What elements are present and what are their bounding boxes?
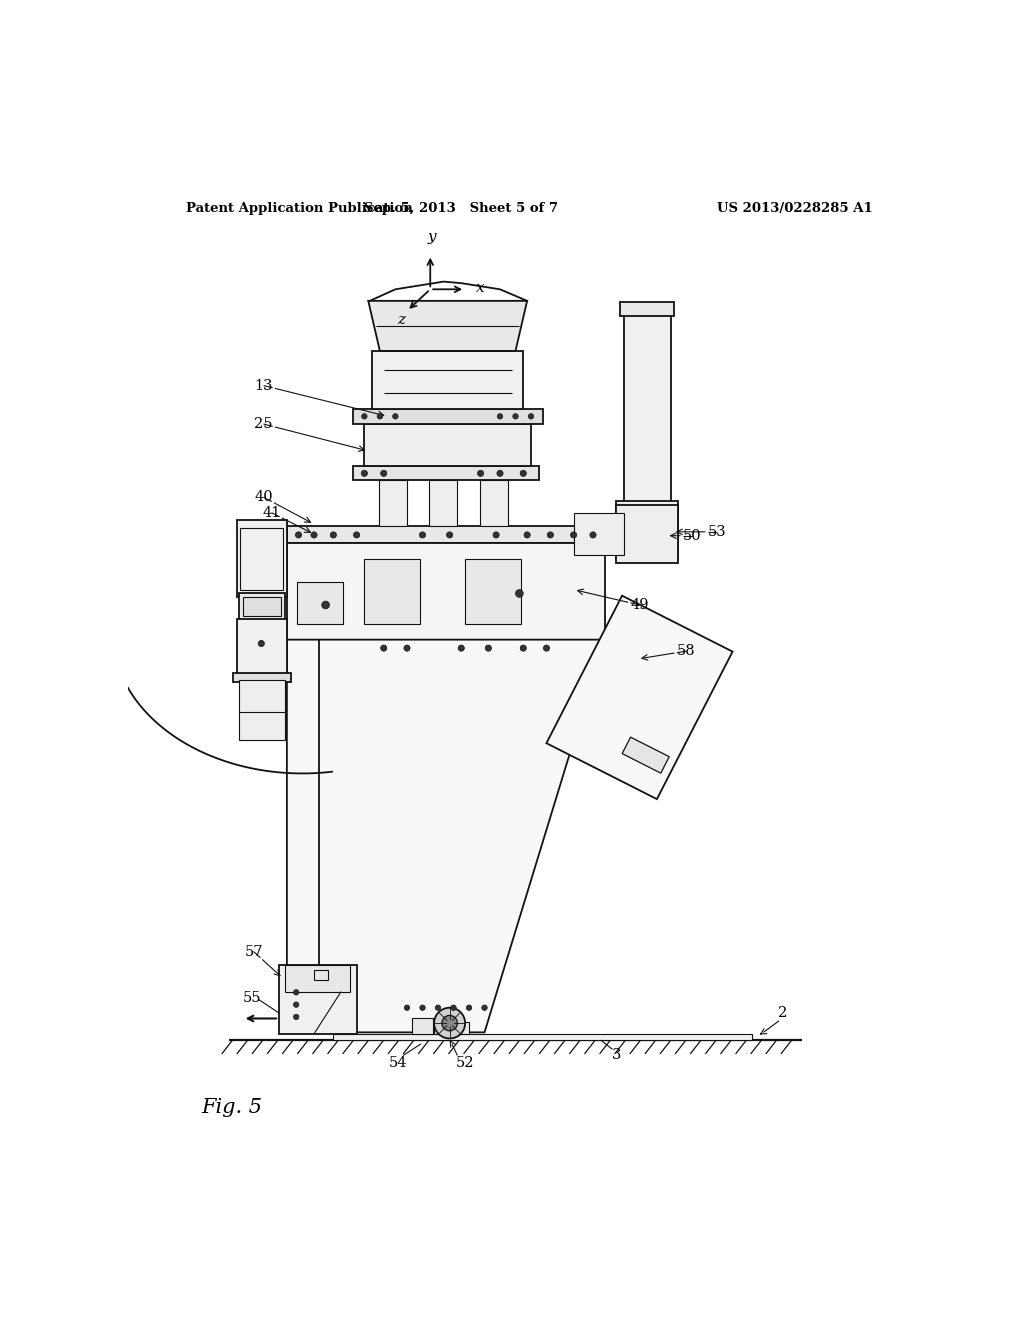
Circle shape <box>497 470 503 477</box>
Bar <box>429 480 458 527</box>
Circle shape <box>493 532 500 539</box>
Circle shape <box>331 532 337 539</box>
Circle shape <box>392 413 398 418</box>
Circle shape <box>294 990 299 995</box>
Circle shape <box>446 532 453 539</box>
Circle shape <box>258 640 264 647</box>
Text: Fig. 5: Fig. 5 <box>202 1097 262 1117</box>
Circle shape <box>590 532 596 539</box>
Text: 25: 25 <box>254 417 272 432</box>
Text: 2: 2 <box>778 1006 787 1020</box>
Text: 55: 55 <box>243 991 261 1005</box>
Bar <box>314 970 328 979</box>
Circle shape <box>498 413 503 418</box>
Text: 50: 50 <box>683 529 701 543</box>
Bar <box>239 594 285 620</box>
Bar <box>352 466 539 480</box>
Circle shape <box>481 1005 487 1010</box>
Bar <box>616 502 678 558</box>
Circle shape <box>466 1005 472 1010</box>
Bar <box>239 711 285 739</box>
Circle shape <box>435 1005 440 1010</box>
Bar <box>239 681 285 713</box>
Bar <box>232 673 291 682</box>
Circle shape <box>294 1002 299 1007</box>
Text: 57: 57 <box>245 945 263 958</box>
Circle shape <box>295 532 302 539</box>
Text: 3: 3 <box>611 1048 621 1063</box>
Text: x: x <box>476 281 484 294</box>
Bar <box>616 506 678 562</box>
Circle shape <box>458 645 464 651</box>
Circle shape <box>434 1007 465 1039</box>
Bar <box>573 512 624 554</box>
Bar <box>372 351 523 409</box>
Circle shape <box>403 645 410 651</box>
Bar <box>237 520 287 598</box>
Circle shape <box>381 645 387 651</box>
Circle shape <box>547 532 554 539</box>
Text: Sep. 5, 2013   Sheet 5 of 7: Sep. 5, 2013 Sheet 5 of 7 <box>365 202 558 215</box>
Circle shape <box>513 413 518 418</box>
Bar <box>280 965 356 1034</box>
Bar <box>287 527 604 544</box>
Text: Patent Application Publication: Patent Application Publication <box>186 202 413 215</box>
Bar <box>621 302 675 317</box>
Text: 40: 40 <box>254 490 273 504</box>
Bar <box>334 1034 752 1040</box>
Text: 54: 54 <box>388 1056 407 1071</box>
Circle shape <box>544 645 550 651</box>
Polygon shape <box>623 737 670 774</box>
Bar <box>365 558 420 624</box>
Circle shape <box>361 413 367 418</box>
Circle shape <box>524 532 530 539</box>
Text: 13: 13 <box>254 379 272 392</box>
Circle shape <box>485 645 492 651</box>
Text: 58: 58 <box>677 644 695 659</box>
Circle shape <box>477 470 483 477</box>
Circle shape <box>520 645 526 651</box>
Bar <box>365 640 566 656</box>
Bar <box>379 480 407 527</box>
Bar <box>434 1022 469 1034</box>
Bar <box>413 1019 432 1034</box>
Polygon shape <box>369 301 527 351</box>
Circle shape <box>311 532 317 539</box>
Circle shape <box>520 470 526 477</box>
Text: 53: 53 <box>708 525 726 539</box>
Text: y: y <box>427 230 436 244</box>
Text: 49: 49 <box>630 598 649 612</box>
Circle shape <box>515 590 523 597</box>
Circle shape <box>420 532 426 539</box>
Bar <box>241 528 283 590</box>
Text: 41: 41 <box>262 506 281 520</box>
Text: z: z <box>397 313 404 327</box>
Polygon shape <box>287 640 604 1032</box>
Bar <box>465 558 521 624</box>
Bar <box>480 480 508 527</box>
Polygon shape <box>547 595 732 799</box>
Bar <box>287 544 604 640</box>
Circle shape <box>377 413 383 418</box>
Bar <box>237 619 287 675</box>
Bar <box>297 582 343 624</box>
Bar <box>286 965 350 991</box>
Bar <box>365 424 531 466</box>
Bar <box>243 597 281 615</box>
Circle shape <box>361 470 368 477</box>
Text: US 2013/0228285 A1: US 2013/0228285 A1 <box>717 202 872 215</box>
Circle shape <box>528 413 534 418</box>
Circle shape <box>420 1005 425 1010</box>
Circle shape <box>322 601 330 609</box>
Text: 52: 52 <box>456 1056 474 1071</box>
Circle shape <box>451 1005 457 1010</box>
Circle shape <box>570 532 577 539</box>
Circle shape <box>294 1014 299 1019</box>
Circle shape <box>381 470 387 477</box>
Circle shape <box>442 1015 458 1031</box>
Bar <box>624 313 671 506</box>
Bar <box>352 409 543 424</box>
Circle shape <box>404 1005 410 1010</box>
Circle shape <box>353 532 359 539</box>
